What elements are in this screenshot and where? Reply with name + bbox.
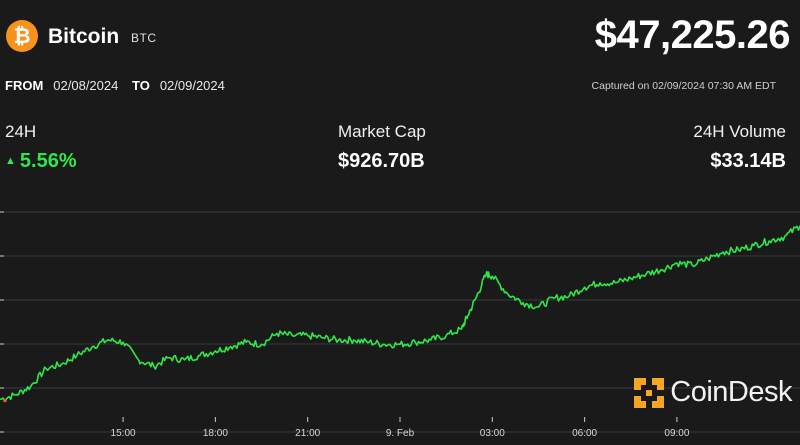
from-date: 02/08/2024: [53, 78, 119, 93]
coindesk-logo: CoinDesk: [634, 376, 792, 409]
x-tick-label: 9. Feb: [386, 428, 415, 439]
from-label: FROM: [5, 78, 44, 93]
coin-symbol: BTC: [131, 31, 157, 45]
change-label: 24H: [5, 122, 37, 141]
price-chart: 15:00 18:00 21:00 9. Feb 03:00 06:00 09:00: [0, 211, 800, 439]
volume-label: 24H Volume: [693, 122, 786, 141]
x-tick-label: 03:00: [480, 428, 505, 439]
captured-timestamp: Captured on 02/09/2024 07:30 AM EDT: [591, 80, 776, 92]
triangle-up-icon: ▲: [5, 155, 16, 167]
series-line: [0, 225, 800, 402]
x-tick-label: 15:00: [111, 428, 136, 439]
x-tick-label: 09:00: [664, 428, 689, 439]
coin-name: Bitcoin: [48, 25, 120, 48]
date-range: FROM 02/08/2024 TO 02/09/2024: [5, 78, 225, 93]
x-tick-label: 21:00: [295, 428, 320, 439]
bitcoin-logo-icon: ₿: [6, 20, 38, 52]
coindesk-mark-icon: [634, 377, 665, 408]
current-price: $47,225.26: [594, 13, 791, 57]
series-start-point: [3, 398, 7, 403]
market-cap-value: $926.70B: [338, 150, 425, 172]
x-tick-label: 06:00: [572, 428, 597, 439]
volume-value: $33.14B: [710, 150, 786, 172]
market-cap-label: Market Cap: [338, 122, 426, 141]
to-label: TO: [131, 78, 150, 93]
change-value: ▲ 5.56%: [5, 150, 77, 172]
to-date: 02/09/2024: [159, 78, 225, 93]
x-tick-label: 18:00: [203, 428, 228, 439]
